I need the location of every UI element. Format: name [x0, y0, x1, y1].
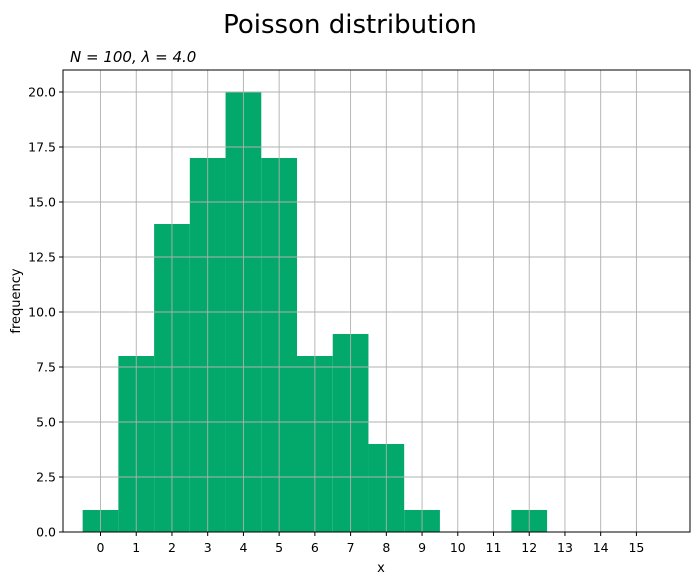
x-tick-label: 14	[593, 540, 609, 555]
y-tick-label: 17.5	[28, 140, 56, 155]
y-tick-label: 7.5	[36, 360, 56, 375]
y-tick-label: 10.0	[28, 305, 56, 320]
y-tick-label: 12.5	[28, 250, 56, 265]
plot-frame	[62, 69, 691, 533]
x-tick-label: 15	[628, 540, 644, 555]
x-tick-label: 1	[132, 540, 140, 555]
chart-subtitle: N = 100, λ = 4.0	[70, 48, 196, 66]
x-tick-label: 0	[97, 540, 105, 555]
x-tick-label: 13	[557, 540, 573, 555]
x-tick-label: 11	[486, 540, 502, 555]
x-tick-label: 8	[382, 540, 390, 555]
x-tick-label: 6	[311, 540, 319, 555]
y-tick-label: 5.0	[36, 415, 56, 430]
x-tick-label: 3	[204, 540, 212, 555]
y-tick-label: 0.0	[36, 525, 56, 540]
y-tick-label: 20.0	[28, 85, 56, 100]
x-tick-label: 10	[450, 540, 466, 555]
x-tick-label: 9	[418, 540, 426, 555]
x-axis-label: x	[377, 561, 385, 576]
x-tick-label: 4	[239, 540, 247, 555]
x-axis-ticks: 0 1 2 3 4 5 6 7 8 9 10 11 12 13 14 15	[97, 532, 644, 555]
x-tick-label: 7	[347, 540, 355, 555]
x-tick-label: 2	[168, 540, 176, 555]
y-axis-ticks: 0.0 2.5 5.0 7.5 10.0 12.5 15.0 17.5 20.0	[28, 85, 63, 540]
x-tick-label: 12	[521, 540, 537, 555]
x-tick-label: 5	[275, 540, 283, 555]
y-axis-label: frequency	[9, 268, 24, 334]
grid-lines	[63, 70, 690, 533]
y-tick-label: 2.5	[36, 470, 56, 485]
chart-title: Poisson distribution	[223, 10, 477, 40]
y-tick-label: 15.0	[28, 195, 56, 210]
